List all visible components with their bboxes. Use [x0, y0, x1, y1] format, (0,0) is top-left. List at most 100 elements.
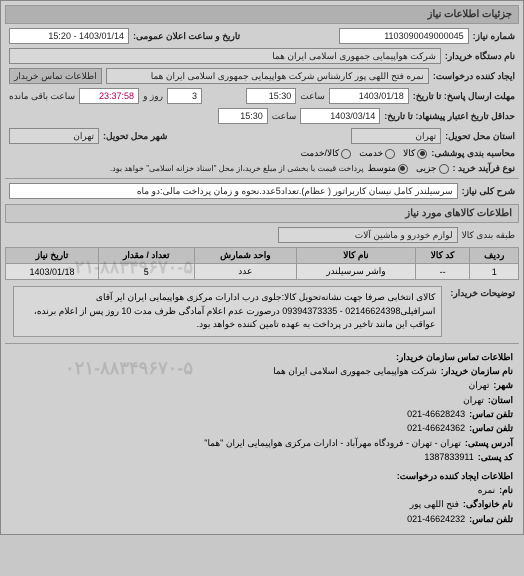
delivery-city-label: شهر محل تحویل: — [103, 131, 167, 142]
contact-province-row: استان: تهران — [11, 393, 513, 407]
cell-name: واشر سرسیلندر — [297, 264, 416, 280]
creator-header: اطلاعات ایجاد کننده درخواست: — [11, 469, 513, 483]
contact-header: اطلاعات تماس سازمان خریدار: — [11, 350, 513, 364]
creator-phone-row: تلفن تماس: 021-46624232 — [11, 512, 513, 526]
contact-phone: 021-46628243 — [407, 407, 465, 421]
cell-code: -- — [415, 264, 470, 280]
cell-row: 1 — [470, 264, 519, 280]
notes-text: کالای انتخابی صرفا جهت نشانه‌تحویل کالا:… — [13, 286, 442, 337]
creator-lname-label: نام خانوادگی: — [463, 497, 513, 511]
validity-time: 15:30 — [218, 108, 268, 124]
budget-opt2-label: خدمت — [359, 148, 383, 159]
creator-fname-row: نام: نمره — [11, 483, 513, 497]
validity-label: حداقل تاریخ اعتبار پیشنهاد: تا تاریخ: — [384, 111, 515, 122]
need-title-label: شرح کلی نیاز: — [462, 186, 515, 197]
category-value: لوازم خودرو و ماشین آلات — [278, 227, 458, 243]
cell-unit: عدد — [194, 264, 297, 280]
contact-postal-label: کد پستی: — [478, 450, 513, 464]
budget-opt-both[interactable]: کالا/خدمت — [301, 148, 352, 159]
need-title-value: سرسیلندر کامل نیسان کاربراتور ( عظام).تع… — [9, 183, 458, 199]
row-request-no: شماره نیاز: 1103090049000045 تاریخ و ساع… — [5, 26, 519, 46]
th-unit: واحد شمارش — [194, 248, 297, 264]
contact-phone-row: تلفن تماس: 021-46628243 — [11, 407, 513, 421]
budget-opt3-label: کالا/خدمت — [301, 148, 340, 159]
contact-org-label: نام سازمان خریدار: — [441, 364, 513, 378]
table-container: ۰۲۱-۸۸۳۴۹۶۷۰-۵ ردیف کد کالا نام کالا واح… — [5, 247, 519, 280]
row-notes: توضیحات خریدار: کالای انتخابی صرفا جهت ن… — [5, 282, 519, 341]
creator-fname: نمره — [478, 483, 495, 497]
contact-postal-row: کد پستی: 1387833911 — [11, 450, 513, 464]
contact-fax: 021-46624362 — [407, 421, 465, 435]
contact-address-row: آدرس پستی: تهران - تهران - فرودگاه مهرآب… — [11, 436, 513, 450]
goods-table: ردیف کد کالا نام کالا واحد شمارش تعداد /… — [5, 247, 519, 280]
announce-value: 1403/01/14 - 15:20 — [9, 28, 129, 44]
row-budget: محاسبه بندی پوششی: کالا خدمت کالا/خدمت — [5, 146, 519, 161]
row-buyer-org: نام دستگاه خریدار: شرکت هواپیمایی جمهوری… — [5, 46, 519, 66]
contact-buyer-button[interactable]: اطلاعات تماس خریدار — [9, 68, 102, 84]
creator-lname-row: نام خانوادگی: فتح اللهی پور — [11, 497, 513, 511]
divider — [5, 343, 519, 344]
budget-label: محاسبه بندی پوششی: — [431, 148, 515, 159]
divider — [5, 178, 519, 179]
remain-time: 23:37:58 — [79, 88, 139, 104]
creator-phone: 021-46624232 — [407, 512, 465, 526]
row-category: طبقه بندی کالا لوازم خودرو و ماشین آلات — [5, 225, 519, 245]
contact-address: تهران - تهران - فرودگاه مهرآباد - ادارات… — [204, 436, 461, 450]
process-opt-minor[interactable]: جزیی — [416, 163, 449, 174]
validity-time-label: ساعت — [272, 111, 297, 122]
deadline-time: 15:30 — [246, 88, 296, 104]
announce-label: تاریخ و ساعت اعلان عمومی: — [133, 31, 240, 42]
th-row: ردیف — [470, 248, 519, 264]
contact-address-label: آدرس پستی: — [465, 436, 513, 450]
row-need-title: شرح کلی نیاز: سرسیلندر کامل نیسان کاربرا… — [5, 181, 519, 201]
buyer-org-value: شرکت هواپیمایی جمهوری اسلامی ایران هما — [9, 48, 441, 64]
contact-fax-label: تلفن تماس: — [469, 421, 513, 435]
process-opt1-label: جزیی — [416, 163, 437, 174]
contact-org-row: نام سازمان خریدار: شرکت هواپیمایی جمهوری… — [11, 364, 513, 378]
process-opt2-label: متوسط — [368, 163, 396, 174]
budget-opt-goods[interactable]: کالا — [403, 148, 427, 159]
contact-org: شرکت هواپیمایی جمهوری اسلامی ایران هما — [273, 364, 437, 378]
page-title: جزئیات اطلاعات نیاز — [5, 5, 519, 24]
delivery-state-label: استان محل تحویل: — [445, 131, 515, 142]
budget-opt-service[interactable]: خدمت — [359, 148, 395, 159]
category-label: طبقه بندی کالا — [462, 230, 515, 241]
row-deadline: مهلت ارسال پاسخ: تا تاریخ: 1403/01/18 سا… — [5, 86, 519, 106]
process-opt-medium[interactable]: متوسط — [368, 163, 408, 174]
budget-radio-group: کالا خدمت کالا/خدمت — [301, 148, 428, 159]
contact-province: تهران — [463, 393, 484, 407]
process-label: نوع فرآیند خرید : — [453, 163, 516, 174]
requester-label: ایجاد کننده درخواست: — [433, 71, 515, 82]
process-radio-group: جزیی متوسط — [368, 163, 449, 174]
cell-qty: 5 — [98, 264, 194, 280]
th-name: نام کالا — [297, 248, 416, 264]
deadline-time-label: ساعت — [300, 91, 325, 102]
contact-postal: 1387833911 — [424, 450, 473, 464]
th-code: کد کالا — [415, 248, 470, 264]
row-delivery: استان محل تحویل: تهران شهر محل تحویل: ته… — [5, 126, 519, 146]
remain-day-label: روز و — [143, 91, 163, 102]
request-no-label: شماره نیاز: — [473, 31, 515, 42]
process-note: پرداخت قیمت با بخشی از مبلغ خرید،از محل … — [110, 164, 364, 173]
th-qty: تعداد / مقدار — [98, 248, 194, 264]
contact-section: ۰۲۱-۸۸۳۴۹۶۷۰-۵ اطلاعات تماس سازمان خریدا… — [5, 346, 519, 531]
table-row: 1 -- واشر سرسیلندر عدد 5 1403/01/18 — [6, 264, 519, 280]
contact-city-row: شهر: تهران — [11, 378, 513, 392]
remain-days: 3 — [167, 88, 202, 104]
row-requester: ایجاد کننده درخواست: نمره فتح اللهی پور … — [5, 66, 519, 86]
table-header-row: ردیف کد کالا نام کالا واحد شمارش تعداد /… — [6, 248, 519, 264]
radio-icon — [398, 164, 408, 174]
main-panel: جزئیات اطلاعات نیاز شماره نیاز: 11030900… — [0, 0, 524, 535]
deadline-date: 1403/01/18 — [329, 88, 409, 104]
delivery-state: تهران — [351, 128, 441, 144]
contact-fax-row: تلفن تماس: 021-46624362 — [11, 421, 513, 435]
validity-date: 1403/03/14 — [300, 108, 380, 124]
th-date: تاریخ نیاز — [6, 248, 99, 264]
creator-phone-label: تلفن تماس: — [469, 512, 513, 526]
notes-label: توضیحات خریدار: — [450, 284, 515, 299]
remain-suffix: ساعت باقی مانده — [9, 91, 75, 102]
goods-section-header: اطلاعات کالاهای مورد نیاز — [5, 204, 519, 223]
deadline-label: مهلت ارسال پاسخ: تا تاریخ: — [413, 91, 515, 102]
budget-opt1-label: کالا — [403, 148, 415, 159]
contact-city: تهران — [469, 378, 490, 392]
